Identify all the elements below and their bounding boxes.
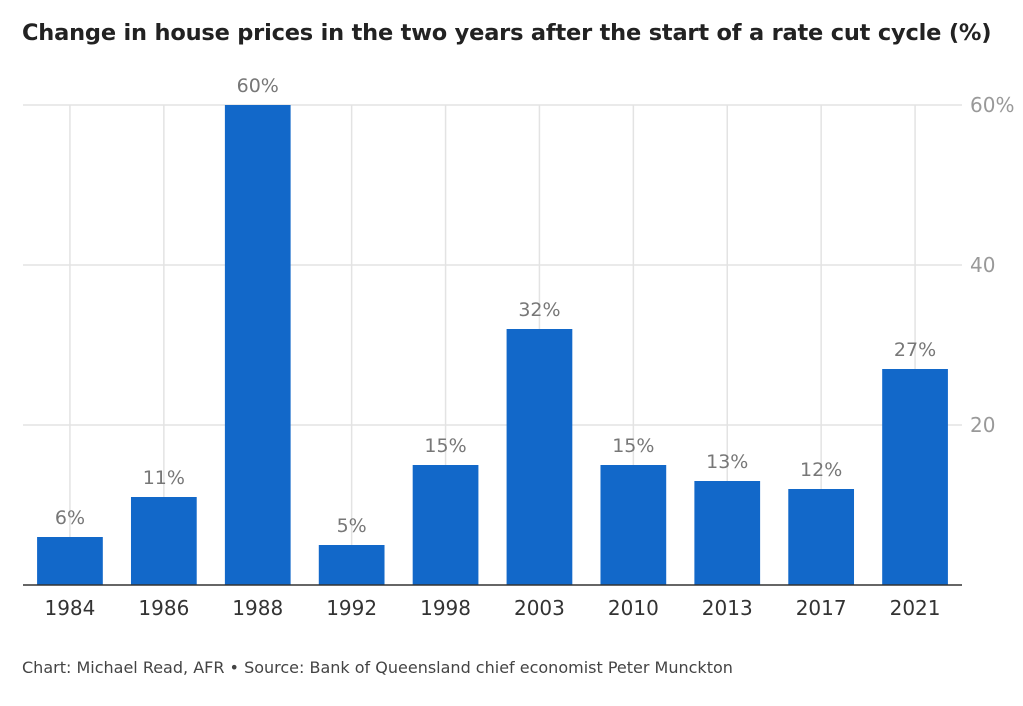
bar [37, 537, 103, 585]
data-label: 27% [894, 339, 936, 361]
x-tick-label: 1984 [44, 596, 95, 620]
bars [37, 105, 948, 585]
x-tick-label: 2013 [702, 596, 753, 620]
data-label: 5% [337, 515, 367, 537]
y-tick-label: 40 [970, 253, 995, 277]
data-label: 32% [518, 299, 560, 321]
x-tick-label: 2021 [890, 596, 941, 620]
chart-title: Change in house prices in the two years … [22, 20, 992, 46]
bar [318, 545, 385, 585]
data-labels: 6% 11% 60% 5% 15% 32% 15% 13% 12% 27% [55, 75, 936, 537]
data-label: 15% [424, 435, 466, 457]
axes: 20 40 60% 1984 1986 1988 1992 1998 2003 2010 2013 2… [23, 93, 1014, 620]
bar [882, 369, 948, 585]
bar [788, 489, 855, 585]
x-tick-label: 2003 [514, 596, 565, 620]
x-tick-label: 2017 [796, 596, 847, 620]
x-tick-label: 1998 [420, 596, 471, 620]
bar [694, 481, 761, 585]
x-tick-label: 1992 [326, 596, 377, 620]
bar [412, 465, 479, 585]
data-label: 12% [800, 459, 842, 481]
bar [506, 329, 573, 585]
bar [600, 465, 667, 585]
bar [224, 105, 291, 585]
data-label: 11% [143, 467, 185, 489]
y-tick-label: 60% [970, 93, 1014, 117]
data-label: 15% [612, 435, 654, 457]
y-tick-label: 20 [970, 413, 995, 437]
data-label: 60% [237, 75, 279, 97]
data-label: 6% [55, 507, 85, 529]
x-tick-label: 1986 [138, 596, 189, 620]
data-label: 13% [706, 451, 748, 473]
x-tick-label: 2010 [608, 596, 659, 620]
x-tick-label: 1988 [232, 596, 283, 620]
chart-source-note: Chart: Michael Read, AFR • Source: Bank … [22, 658, 733, 677]
bar [130, 497, 197, 585]
